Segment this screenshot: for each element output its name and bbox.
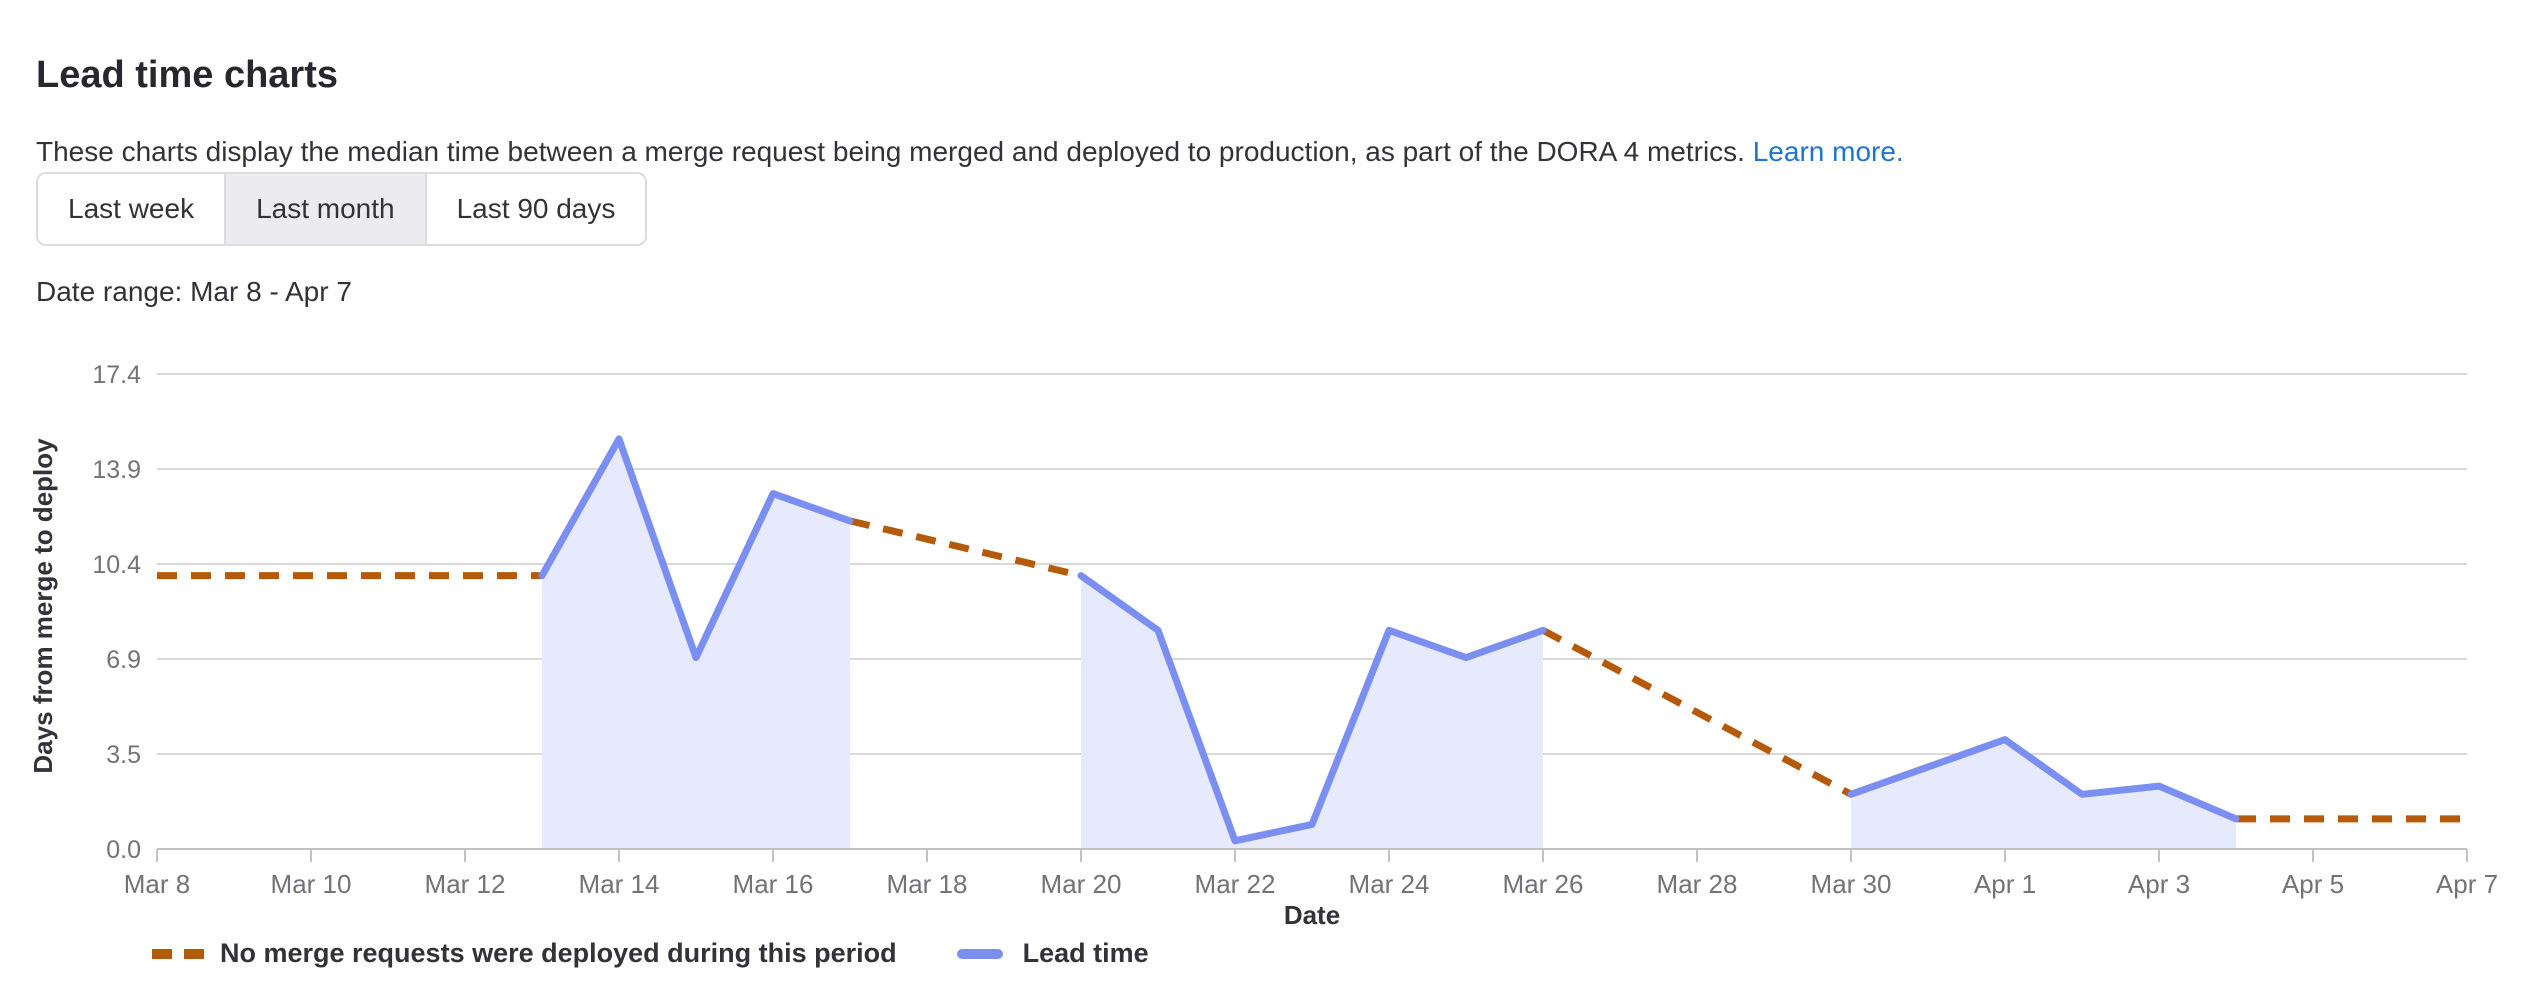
svg-text:Apr 3: Apr 3 (2128, 869, 2190, 899)
svg-text:Mar 14: Mar 14 (579, 869, 660, 899)
learn-more-link[interactable]: Learn more. (1752, 136, 1904, 167)
svg-text:Mar 18: Mar 18 (887, 869, 968, 899)
svg-text:Mar 20: Mar 20 (1041, 869, 1122, 899)
lead-time-line (1847, 736, 2240, 823)
lead-time-area (542, 438, 850, 848)
legend-label: No merge requests were deployed during t… (220, 938, 897, 968)
date-range-text: Date range: Mar 8 - Apr 7 (36, 276, 352, 307)
x-axis-title: Date (1284, 900, 1340, 930)
svg-text:17.4: 17.4 (92, 361, 141, 389)
legend-item-lead-time: Lead time (955, 938, 1149, 969)
dashed-line-swatch-icon (152, 948, 204, 959)
legend-item-no-deploy: No merge requests were deployed during t… (152, 938, 897, 969)
lead-time-area (1851, 739, 2236, 848)
lead-time-areas (542, 438, 2236, 848)
page-description: These charts display the median time bet… (36, 132, 1904, 172)
svg-text:Mar 16: Mar 16 (733, 869, 814, 899)
svg-text:Mar 26: Mar 26 (1503, 869, 1584, 899)
svg-text:0.0: 0.0 (106, 836, 141, 864)
x-axis (156, 848, 2468, 862)
solid-line-swatch-icon (956, 948, 1003, 959)
no-deploy-segments (157, 517, 2467, 823)
legend-label: Lead time (1022, 938, 1149, 968)
svg-text:Apr 1: Apr 1 (1974, 869, 2036, 899)
svg-text:Apr 5: Apr 5 (2282, 869, 2344, 899)
x-tick-labels: Mar 8 Mar 10 Mar 12 Mar 14 Mar 16 Mar 18 Mar 2… (124, 869, 2498, 899)
no-deploy-line (849, 517, 1082, 580)
chart-legend: No merge requests were deployed during t… (152, 938, 1149, 969)
y-gridlines (157, 373, 2467, 850)
y-axis-title: Days from merge to deploy (28, 438, 58, 774)
date-range-filter-group: Last week Last month Last 90 days (36, 172, 648, 246)
svg-text:Mar 12: Mar 12 (425, 869, 506, 899)
svg-text:6.9: 6.9 (106, 646, 141, 674)
no-deploy-line (1541, 627, 1853, 798)
svg-text:13.9: 13.9 (92, 456, 141, 484)
lead-time-area (1081, 575, 1543, 848)
lead-time-line (1077, 572, 1547, 845)
svg-text:Mar 22: Mar 22 (1195, 869, 1276, 899)
lead-time-line (538, 435, 854, 662)
page-description-text: These charts display the median time bet… (36, 136, 1745, 167)
svg-text:Mar 8: Mar 8 (124, 869, 190, 899)
svg-text:Mar 24: Mar 24 (1349, 869, 1430, 899)
time-filter-last-week[interactable]: Last week (38, 174, 225, 244)
svg-text:Mar 28: Mar 28 (1657, 869, 1738, 899)
svg-text:Mar 30: Mar 30 (1811, 869, 1892, 899)
lead-time-segments (538, 435, 2240, 845)
y-tick-labels: 0.0 3.5 6.9 10.4 13.9 17.4 (92, 361, 141, 864)
svg-text:10.4: 10.4 (92, 551, 141, 579)
time-filter-last-month[interactable]: Last month (224, 174, 425, 244)
svg-text:Mar 10: Mar 10 (271, 869, 352, 899)
svg-text:Apr 7: Apr 7 (2436, 869, 2498, 899)
time-filter-last-90-days[interactable]: Last 90 days (424, 174, 646, 244)
svg-text:3.5: 3.5 (106, 741, 141, 769)
page-title: Lead time charts (36, 54, 338, 97)
